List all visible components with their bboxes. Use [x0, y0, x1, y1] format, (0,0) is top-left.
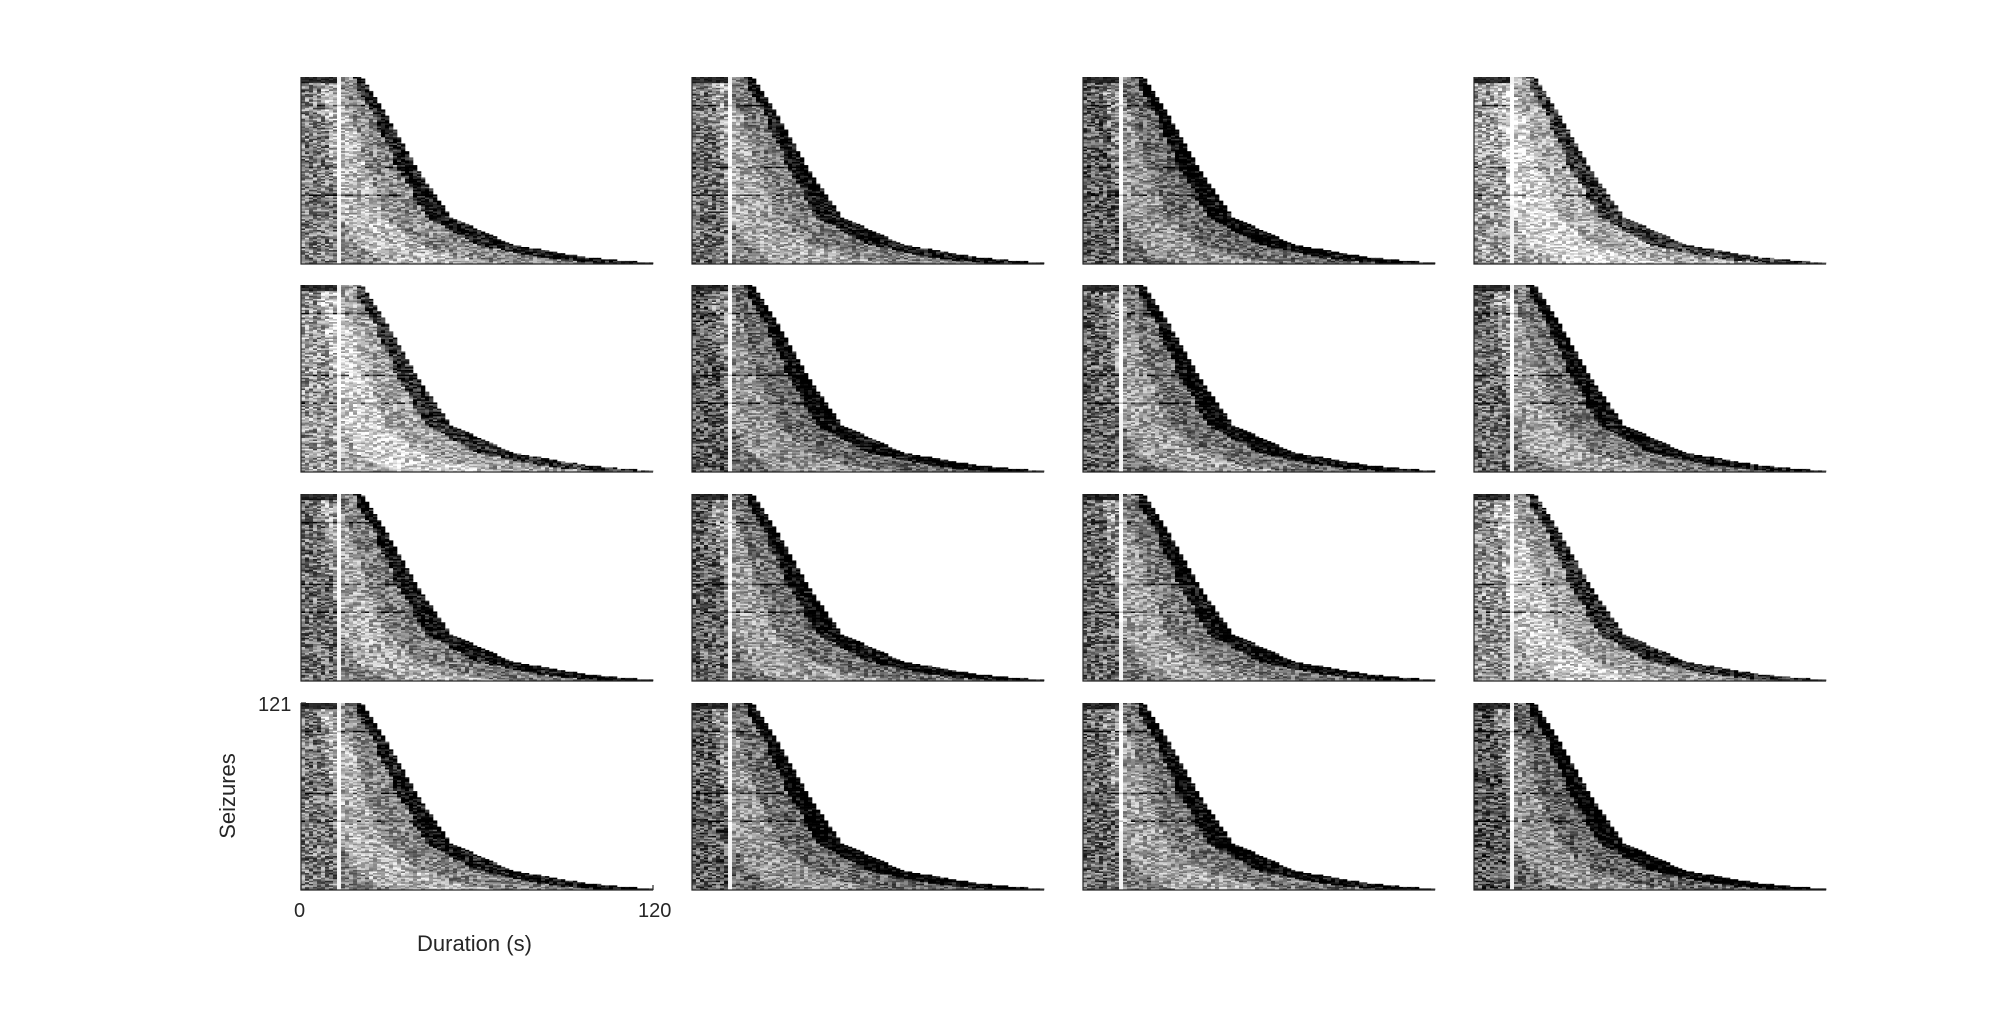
panel-grid [301, 77, 1826, 890]
heatmap-panel-1 [301, 77, 653, 264]
